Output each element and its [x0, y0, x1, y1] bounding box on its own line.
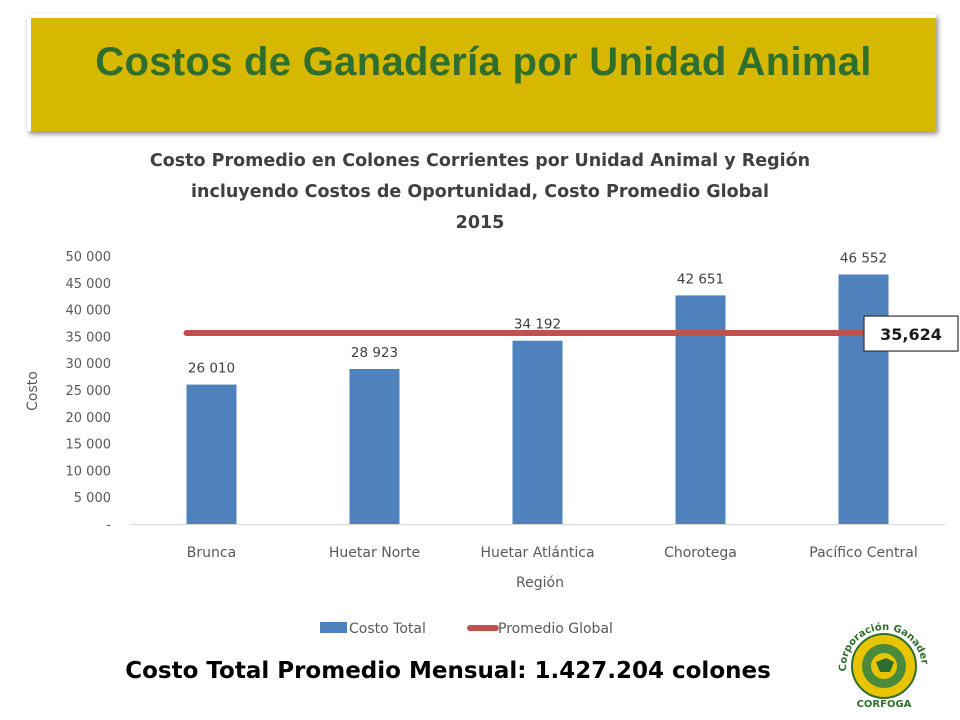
title-banner: Costos de Ganadería por Unidad Animal [27, 14, 936, 131]
x-axis: Brunca Huetar Norte Huetar Atlántica Chorot… [130, 524, 945, 561]
chart-title-line-2: incluyendo Costos de Oportunidad, Costo … [191, 182, 769, 202]
corfoga-logo: Corporación Ganadera CORFOGA [828, 606, 930, 710]
y-axis-title: Costo [25, 371, 41, 411]
y-tick-label: 10 000 [66, 464, 112, 479]
x-tick-label: Huetar Atlántica [480, 545, 594, 561]
bar-value-label: 34 192 [514, 317, 561, 333]
y-axis: - 5 000 10 000 15 000 20 000 25 000 30 000 35 0… [66, 250, 112, 533]
y-tick-label: 20 000 [66, 411, 112, 426]
monthly-cost-footer: Costo Total Promedio Mensual: 1.427.204 … [125, 658, 771, 684]
y-tick-label: 5 000 [74, 491, 111, 506]
slide-title: Costos de Ganadería por Unidad Animal [95, 40, 872, 84]
average-line: 35,624 [183, 315, 959, 352]
legend-label-promedio-global: Promedio Global [498, 621, 613, 637]
x-tick-label: Brunca [187, 545, 236, 561]
chart-title-line-1: Costo Promedio en Colones Corrientes por… [149, 151, 811, 171]
bar-value-label: 46 552 [840, 250, 887, 266]
x-tick-label: Pacífico Central [809, 545, 918, 561]
legend-label-costo-total: Costo Total [349, 621, 426, 637]
legend-swatch-costo-total [320, 622, 347, 633]
bars: 26 010 28 923 34 192 42 651 46 552 [186, 250, 889, 524]
chart-title-line-3: 2015 [455, 213, 505, 233]
logo-text-bottom: CORFOGA [857, 699, 912, 710]
legend: Costo Total Promedio Global [320, 621, 613, 637]
bar [186, 384, 237, 524]
y-tick-label: 45 000 [66, 277, 112, 292]
bar-value-label: 42 651 [677, 271, 724, 287]
average-callout-label: 35,624 [880, 325, 942, 344]
y-tick-label: 30 000 [66, 357, 112, 372]
y-tick-label: 40 000 [66, 304, 112, 319]
y-tick-label: 35 000 [66, 330, 112, 345]
y-tick-label: 15 000 [66, 438, 112, 453]
chart-title: Costo Promedio en Colones Corrientes por… [0, 146, 960, 239]
bar [675, 295, 726, 524]
average-callout-box [863, 315, 959, 352]
bar [512, 340, 563, 524]
y-tick-label: - [106, 518, 111, 533]
bar-value-label: 28 923 [351, 345, 398, 361]
x-axis-title: Región [516, 575, 564, 591]
bar-value-label: 26 010 [188, 361, 235, 377]
y-tick-label: 50 000 [66, 250, 112, 265]
x-tick-label: Huetar Norte [329, 545, 420, 561]
bar [838, 274, 889, 524]
bar [349, 368, 400, 524]
y-tick-label: 25 000 [66, 384, 112, 399]
x-tick-label: Chorotega [664, 545, 737, 561]
